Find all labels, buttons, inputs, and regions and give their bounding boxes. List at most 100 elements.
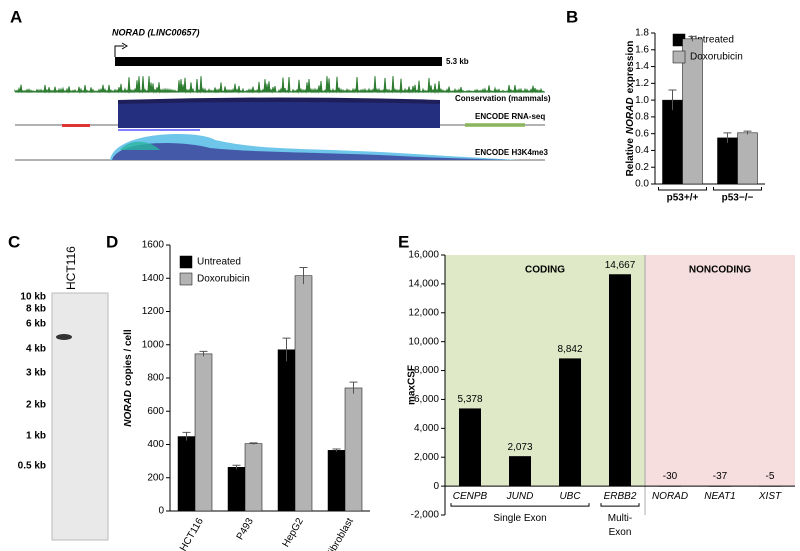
error-bar xyxy=(332,448,341,452)
bar xyxy=(177,436,196,512)
y-tick-label: 16,000 xyxy=(408,250,439,261)
group-label: Multi- xyxy=(608,513,632,524)
error-bar xyxy=(182,431,191,441)
bar xyxy=(227,467,246,512)
error-bar xyxy=(249,442,258,445)
x-tick-label: HepG2 xyxy=(281,516,307,549)
y-tick-label: 4,000 xyxy=(414,423,439,434)
y-tick-label: 0 xyxy=(158,506,164,517)
y-axis-label: NORAD copies / cell xyxy=(123,329,134,427)
marker-label: 3 kb xyxy=(26,368,46,379)
y-tick-label: 0.4 xyxy=(635,145,649,156)
y-axis-label: Relative NORAD expression xyxy=(625,41,636,177)
track-label: ENCODE H3K4me3 xyxy=(475,148,548,157)
y-tick-label: 2,000 xyxy=(414,452,439,463)
panel-letter: A xyxy=(10,7,22,26)
y-axis-label-part: NORAD xyxy=(123,390,134,427)
gene-name: NORAD (LINC00657) xyxy=(112,27,200,37)
y-tick-label: 400 xyxy=(147,439,164,450)
y-tick-label: 0 xyxy=(433,481,439,492)
y-axis-label-part: expression xyxy=(625,41,636,94)
error-bar xyxy=(688,35,697,42)
gel-image xyxy=(51,292,109,541)
value-label: 5,378 xyxy=(457,394,482,405)
y-axis-label-part: NORAD xyxy=(625,97,636,134)
bar xyxy=(194,353,213,512)
conservation-signal xyxy=(14,75,545,94)
x-tick-label: P493 xyxy=(235,516,256,542)
rnaseq-signal xyxy=(118,102,440,128)
y-tick-label: 1.4 xyxy=(635,61,649,72)
x-tick-label: p53−/− xyxy=(722,193,754,204)
group-label: Exon xyxy=(609,527,632,538)
bar xyxy=(662,99,683,185)
tss-arrow-head xyxy=(121,42,128,50)
bar xyxy=(717,137,738,185)
error-bar xyxy=(232,464,241,470)
bar xyxy=(559,358,581,487)
x-tick-label: NEAT1 xyxy=(704,491,736,502)
x-tick-label: ERBB2 xyxy=(604,491,637,502)
bar xyxy=(737,132,758,185)
x-tick-label: Fibroblast xyxy=(324,516,356,551)
y-axis-label-part: Relative xyxy=(625,138,636,177)
bar xyxy=(327,450,346,512)
bar xyxy=(459,408,481,487)
x-tick-label: JUND xyxy=(506,491,534,502)
y-tick-label: 800 xyxy=(147,373,164,384)
bar xyxy=(277,349,296,512)
track-label: Conservation (mammals) xyxy=(455,94,551,103)
y-tick-label: 0.6 xyxy=(635,128,649,139)
region xyxy=(645,255,795,487)
value-label: 2,073 xyxy=(507,442,532,453)
gene-bar xyxy=(115,57,442,66)
marker-label: 2 kb xyxy=(26,400,46,411)
x-tick-label: p53+/+ xyxy=(667,193,699,204)
error-bar xyxy=(299,266,308,285)
marker-label: 4 kb xyxy=(26,344,46,355)
group-label: Single Exon xyxy=(493,513,546,524)
track-label: ENCODE RNA-seq xyxy=(475,112,545,121)
rnaseq-feature xyxy=(465,123,525,127)
category-bracket xyxy=(713,187,762,191)
value-label: -30 xyxy=(663,471,678,482)
bar xyxy=(709,486,731,487)
bar xyxy=(509,456,531,487)
panel-letter: B xyxy=(566,7,578,26)
y-tick-label: 1200 xyxy=(142,306,165,317)
y-tick-label: 200 xyxy=(147,472,164,483)
panel-letter: D xyxy=(106,232,118,251)
rnaseq-feature xyxy=(62,124,90,127)
y-tick-label: 6,000 xyxy=(414,394,439,405)
x-tick-label: UBC xyxy=(559,491,581,502)
bar xyxy=(244,443,263,512)
bar xyxy=(344,387,363,512)
tss-arrow xyxy=(114,45,124,57)
bar xyxy=(759,486,781,487)
y-axis-label: maxCSF xyxy=(407,365,418,405)
legend-label: Untreated xyxy=(197,257,241,268)
y-tick-label: 1000 xyxy=(142,339,165,350)
error-bar xyxy=(282,337,291,362)
y-tick-label: 0.0 xyxy=(635,179,649,190)
x-tick-label: HCT116 xyxy=(178,516,206,551)
legend-label: Doxorubicin xyxy=(197,274,250,285)
legend-swatch xyxy=(672,50,686,64)
error-bar xyxy=(723,132,732,143)
legend-label: Doxorubicin xyxy=(690,52,743,63)
y-tick-label: 12,000 xyxy=(408,307,439,318)
y-tick-label: 10,000 xyxy=(408,336,439,347)
lane-label: HCT116 xyxy=(64,246,78,290)
y-tick-label: 0.8 xyxy=(635,112,649,123)
bar xyxy=(609,274,631,487)
bar xyxy=(294,275,313,512)
category-bracket xyxy=(658,187,707,191)
value-label: -5 xyxy=(766,471,775,482)
value-label: -37 xyxy=(713,471,728,482)
x-tick-label: CENPB xyxy=(453,491,488,502)
x-tick-label: XIST xyxy=(758,491,782,502)
error-bar xyxy=(743,130,752,135)
marker-label: 8 kb xyxy=(26,304,46,315)
error-bar xyxy=(668,89,677,111)
bar xyxy=(659,486,681,487)
